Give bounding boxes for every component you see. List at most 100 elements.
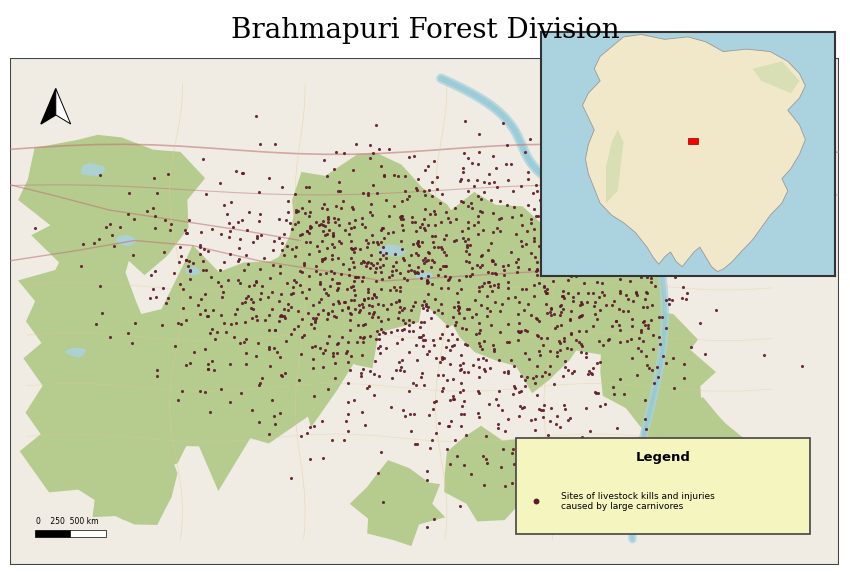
Point (451, 305, 465, 314)
Point (392, 313, 405, 322)
Point (529, 211, 542, 221)
Point (240, 225, 253, 234)
Point (502, 175, 515, 184)
Point (795, 361, 808, 371)
Point (620, 219, 633, 229)
Point (348, 244, 361, 253)
Point (356, 257, 370, 266)
Point (555, 320, 569, 329)
Point (316, 221, 330, 230)
Point (448, 321, 462, 330)
Point (200, 265, 213, 274)
Point (501, 201, 514, 210)
Point (493, 226, 507, 235)
Point (604, 260, 617, 269)
Point (234, 278, 247, 288)
Point (223, 218, 236, 227)
Point (547, 310, 560, 319)
Point (515, 284, 529, 293)
Point (453, 176, 467, 186)
Point (336, 305, 349, 314)
Point (311, 310, 325, 319)
Point (518, 325, 531, 335)
Point (472, 338, 485, 347)
Point (477, 178, 490, 187)
Point (240, 334, 253, 343)
Point (175, 386, 189, 395)
Point (546, 174, 559, 183)
Point (649, 281, 662, 290)
Point (93, 281, 106, 290)
Point (524, 134, 537, 144)
Point (645, 300, 659, 309)
Polygon shape (116, 235, 138, 246)
Point (436, 371, 450, 380)
Point (253, 294, 267, 303)
Point (481, 246, 495, 255)
Point (284, 330, 298, 339)
Point (451, 297, 465, 307)
Point (402, 316, 416, 325)
Point (196, 155, 209, 164)
Point (224, 197, 238, 207)
Point (313, 221, 326, 230)
Point (323, 281, 337, 290)
Point (617, 253, 631, 262)
Point (466, 312, 479, 321)
Point (420, 349, 434, 359)
Point (531, 331, 545, 340)
Point (420, 523, 434, 532)
Point (411, 439, 424, 448)
Point (300, 226, 314, 236)
Point (482, 278, 496, 287)
Point (473, 206, 486, 215)
Point (285, 244, 298, 254)
Point (404, 426, 417, 435)
Point (221, 276, 235, 285)
Point (509, 229, 523, 239)
Point (506, 212, 519, 222)
Point (530, 314, 544, 323)
Point (149, 211, 162, 221)
Point (180, 229, 194, 238)
Point (275, 246, 289, 255)
Point (274, 290, 287, 299)
Point (273, 409, 286, 418)
Point (351, 273, 365, 282)
Point (564, 228, 577, 237)
Point (314, 344, 327, 353)
Point (287, 324, 301, 333)
Point (662, 249, 676, 258)
Point (281, 300, 295, 309)
Point (344, 253, 358, 262)
Point (453, 387, 467, 396)
Point (461, 367, 474, 377)
Point (455, 401, 468, 410)
Point (273, 215, 286, 224)
Point (545, 404, 558, 413)
Point (677, 254, 690, 264)
Point (174, 319, 188, 328)
Point (363, 208, 377, 217)
Point (518, 375, 532, 385)
Point (289, 205, 303, 215)
Point (443, 459, 456, 469)
Point (523, 354, 536, 363)
Point (559, 245, 573, 254)
Point (641, 323, 654, 332)
Point (370, 120, 383, 130)
Point (459, 257, 473, 266)
Point (373, 262, 387, 272)
Point (347, 244, 360, 254)
Point (449, 435, 462, 445)
Point (575, 342, 589, 351)
Point (491, 424, 505, 433)
Point (450, 335, 463, 344)
Point (388, 171, 401, 180)
Point (329, 202, 343, 211)
Polygon shape (65, 347, 86, 357)
Point (250, 312, 264, 321)
Point (657, 228, 671, 237)
Point (593, 402, 607, 411)
Point (421, 221, 434, 230)
